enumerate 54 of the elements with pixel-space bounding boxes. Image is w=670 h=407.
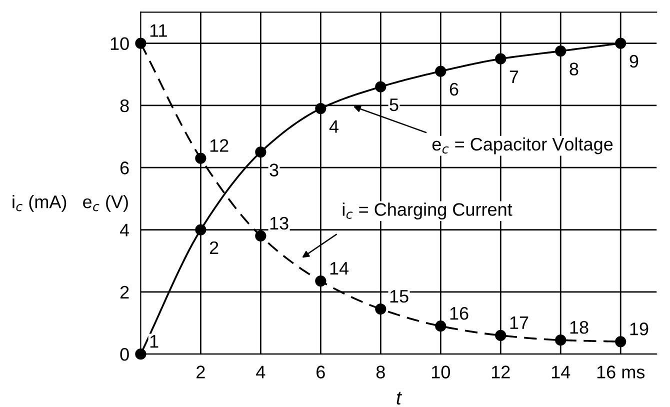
annotation: 6: [450, 82, 458, 96]
point: [435, 320, 446, 332]
x-tick-label: 16 ms: [597, 366, 645, 378]
annotation: 2: [210, 241, 218, 254]
point: [315, 275, 326, 287]
point: [195, 152, 206, 164]
annotation: e$_{c}$ = Capacitor Voltage: [432, 137, 613, 154]
annotation: 1: [150, 335, 158, 348]
x-axis-title: t: [396, 392, 402, 405]
annotation: i$_{c}$ = Charging Current: [342, 202, 512, 220]
annotation: 16: [450, 306, 468, 320]
point: [495, 330, 506, 341]
point: [315, 103, 326, 114]
y-tick-label: 6: [120, 162, 129, 174]
point: [555, 334, 566, 346]
x-tick-label: 14: [552, 366, 570, 378]
point: [195, 224, 206, 236]
point: [255, 146, 266, 158]
x-tick-label: 4: [256, 366, 266, 378]
annotation: 7: [510, 70, 518, 84]
point: [495, 53, 506, 64]
y-tick-label: 2: [120, 286, 129, 298]
annotation: 4: [329, 120, 339, 133]
y-axis-title: i$_{c}$ (mA) e$_{c}$ (V): [12, 195, 128, 212]
annotation: 8: [570, 62, 578, 76]
point: [615, 38, 626, 49]
y-tick-label: 10: [110, 37, 129, 50]
annotation: 9: [630, 54, 638, 68]
point: [375, 303, 386, 315]
y-tick-label: 8: [120, 99, 129, 112]
annotation: 12: [210, 139, 228, 152]
annotation: 19: [630, 322, 648, 336]
annotation: 3: [270, 164, 278, 176]
x-tick-label: 2: [196, 366, 205, 378]
annotation: 17: [510, 316, 528, 329]
point: [435, 66, 446, 77]
x-tick-label: 10: [432, 366, 450, 378]
point: [555, 46, 566, 57]
annotation: 11: [150, 24, 167, 37]
x-tick-label: 8: [376, 366, 385, 378]
annotation: 15: [390, 290, 408, 303]
point: [375, 81, 386, 92]
x-tick-label: 12: [492, 366, 510, 378]
y-tick-label: 4: [120, 224, 130, 236]
annotation: 18: [570, 320, 588, 334]
point: [135, 348, 146, 360]
x-tick-label: 6: [316, 366, 325, 378]
point: [255, 230, 266, 242]
y-tick-label: 0: [120, 348, 129, 361]
point: [135, 38, 146, 49]
annotation: 13: [270, 216, 288, 230]
annotation: 5: [390, 98, 398, 112]
point: [615, 336, 626, 348]
annotation: 14: [330, 262, 349, 275]
